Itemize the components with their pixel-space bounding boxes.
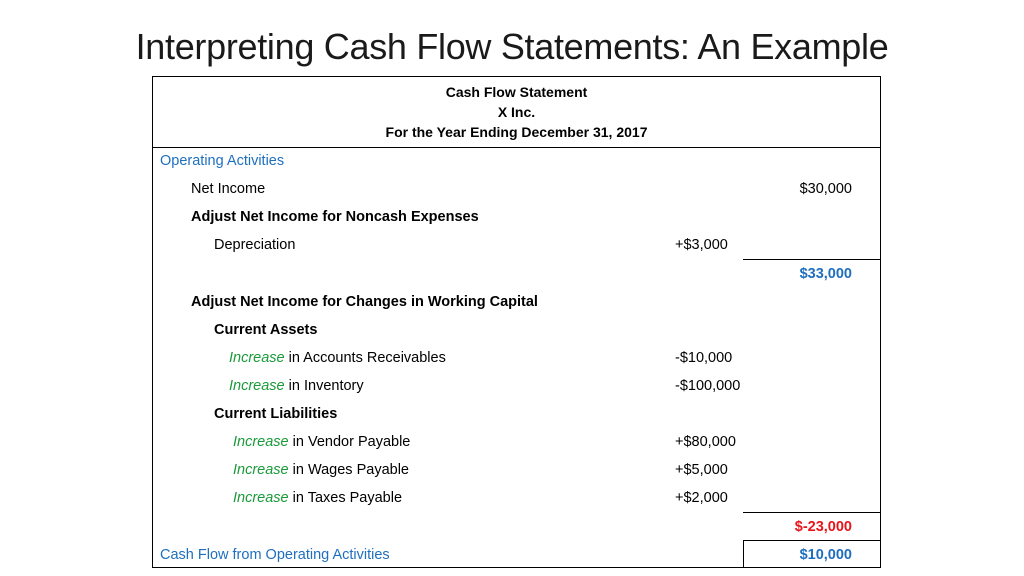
noncash-heading-row: Adjust Net Income for Noncash Expenses <box>153 203 880 231</box>
ar-amount: -$10,000 <box>675 350 733 366</box>
taxes-label: Increase in Taxes Payable <box>233 490 403 506</box>
wages-row: Increase in Wages Payable +$5,000 <box>153 456 880 484</box>
working-capital-heading-row: Adjust Net Income for Changes in Working… <box>153 288 880 316</box>
operating-activities-row: Operating Activities <box>153 147 880 175</box>
subtotal-2-amount: $-23,000 <box>794 519 852 535</box>
inventory-row: Increase in Inventory -$100,000 <box>153 372 880 400</box>
vendor-row: Increase in Vendor Payable +$80,000 <box>153 428 880 456</box>
taxes-amount: +$2,000 <box>675 490 728 506</box>
cash-flow-total-label: Cash Flow from Operating Activities <box>160 547 390 563</box>
total-rule <box>743 540 881 541</box>
subtotal-2-row: $-23,000 <box>153 513 880 541</box>
company-name: X Inc. <box>497 104 536 120</box>
statement-title: Cash Flow Statement <box>445 84 588 100</box>
total-cell-border <box>743 540 744 568</box>
operating-activities-label: Operating Activities <box>160 153 285 169</box>
taxes-row: Increase in Taxes Payable +$2,000 <box>153 484 880 512</box>
net-income-label: Net Income <box>191 181 266 197</box>
depreciation-row: Depreciation +$3,000 <box>153 231 880 259</box>
current-liabilities-heading: Current Liabilities <box>214 406 338 422</box>
subtotal-1-row: $33,000 <box>153 260 880 288</box>
inventory-amount: -$100,000 <box>675 378 741 394</box>
wages-amount: +$5,000 <box>675 462 728 478</box>
current-assets-heading-row: Current Assets <box>153 316 880 344</box>
subtotal-1-rule <box>743 259 881 260</box>
vendor-label: Increase in Vendor Payable <box>233 434 411 450</box>
net-income-amount: $30,000 <box>799 181 852 197</box>
inventory-label: Increase in Inventory <box>229 378 364 394</box>
statement-period: For the Year Ending December 31, 2017 <box>385 124 648 140</box>
cash-flow-total-amount: $10,000 <box>799 547 852 563</box>
depreciation-label: Depreciation <box>214 237 296 253</box>
subtotal-1-amount: $33,000 <box>799 266 852 282</box>
cash-flow-statement-table: Cash Flow Statement X Inc. For the Year … <box>152 76 881 568</box>
vendor-amount: +$80,000 <box>675 434 736 450</box>
statement-header: Cash Flow Statement X Inc. For the Year … <box>153 77 880 148</box>
cash-flow-total-row: Cash Flow from Operating Activities $10,… <box>153 541 880 569</box>
ar-label: Increase in Accounts Receivables <box>229 350 446 366</box>
slide-title: Interpreting Cash Flow Statements: An Ex… <box>135 26 889 67</box>
depreciation-amount: +$3,000 <box>675 237 728 253</box>
current-assets-heading: Current Assets <box>214 322 318 338</box>
net-income-row: Net Income $30,000 <box>153 175 880 203</box>
current-liabilities-heading-row: Current Liabilities <box>153 400 880 428</box>
subtotal-2-rule <box>743 512 881 513</box>
working-capital-heading: Adjust Net Income for Changes in Working… <box>191 294 538 310</box>
ar-row: Increase in Accounts Receivables -$10,00… <box>153 344 880 372</box>
wages-label: Increase in Wages Payable <box>233 462 409 478</box>
noncash-heading: Adjust Net Income for Noncash Expenses <box>191 209 479 225</box>
